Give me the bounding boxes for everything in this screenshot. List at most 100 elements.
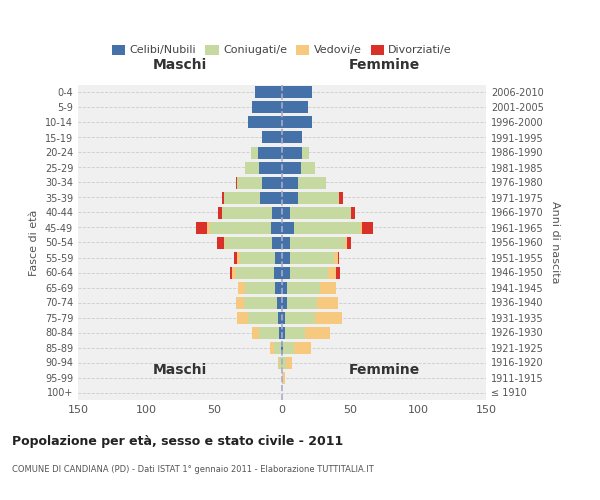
- Bar: [320, 282, 337, 294]
- Bar: [238, 282, 245, 294]
- Bar: [225, 236, 272, 248]
- Bar: [272, 236, 282, 248]
- Bar: [271, 222, 282, 234]
- Bar: [290, 252, 334, 264]
- Bar: [282, 132, 302, 143]
- Bar: [237, 176, 262, 188]
- Bar: [275, 252, 282, 264]
- Bar: [259, 162, 282, 173]
- Bar: [282, 102, 308, 114]
- Bar: [217, 236, 224, 248]
- Bar: [282, 222, 294, 234]
- Bar: [218, 206, 222, 218]
- Bar: [235, 252, 237, 264]
- Bar: [236, 296, 244, 308]
- Bar: [237, 312, 248, 324]
- Text: COMUNE DI CANDIANA (PD) - Dati ISTAT 1° gennaio 2011 - Elaborazione TUTTITALIA.I: COMUNE DI CANDIANA (PD) - Dati ISTAT 1° …: [12, 465, 374, 474]
- Bar: [245, 162, 259, 173]
- Bar: [251, 146, 257, 158]
- Text: Maschi: Maschi: [153, 363, 207, 377]
- Bar: [272, 206, 282, 218]
- Bar: [275, 282, 282, 294]
- Bar: [282, 162, 301, 173]
- Bar: [282, 206, 290, 218]
- Bar: [338, 252, 339, 264]
- Bar: [352, 206, 355, 218]
- Bar: [290, 206, 352, 218]
- Text: Maschi: Maschi: [153, 58, 207, 72]
- Bar: [245, 282, 275, 294]
- Bar: [262, 132, 282, 143]
- Bar: [236, 266, 274, 278]
- Bar: [240, 252, 275, 264]
- Bar: [224, 236, 225, 248]
- Y-axis label: Fasce di età: Fasce di età: [29, 210, 39, 276]
- Bar: [337, 266, 340, 278]
- Bar: [317, 296, 338, 308]
- Bar: [282, 296, 287, 308]
- Bar: [279, 326, 282, 338]
- Text: Femmine: Femmine: [349, 363, 419, 377]
- Bar: [286, 356, 292, 368]
- Bar: [339, 192, 343, 203]
- Bar: [287, 282, 320, 294]
- Bar: [282, 342, 283, 353]
- Bar: [207, 222, 210, 234]
- Bar: [262, 176, 282, 188]
- Bar: [283, 372, 285, 384]
- Bar: [278, 356, 279, 368]
- Bar: [282, 282, 287, 294]
- Bar: [298, 192, 339, 203]
- Bar: [344, 236, 347, 248]
- Bar: [282, 326, 285, 338]
- Bar: [222, 206, 272, 218]
- Bar: [290, 236, 344, 248]
- Bar: [290, 266, 328, 278]
- Legend: Celibi/Nubili, Coniugati/e, Vedovi/e, Divorziati/e: Celibi/Nubili, Coniugati/e, Vedovi/e, Di…: [107, 40, 457, 60]
- Bar: [298, 176, 326, 188]
- Bar: [257, 146, 282, 158]
- Text: Femmine: Femmine: [349, 58, 419, 72]
- Bar: [347, 236, 352, 248]
- Bar: [328, 266, 337, 278]
- Bar: [282, 192, 298, 203]
- Bar: [232, 266, 236, 278]
- Bar: [237, 252, 240, 264]
- Bar: [252, 326, 259, 338]
- Bar: [236, 176, 237, 188]
- Bar: [270, 342, 274, 353]
- Bar: [282, 372, 283, 384]
- Bar: [274, 342, 281, 353]
- Bar: [282, 266, 290, 278]
- Bar: [282, 236, 290, 248]
- Bar: [362, 222, 373, 234]
- Bar: [359, 222, 362, 234]
- Bar: [334, 252, 338, 264]
- Bar: [244, 296, 277, 308]
- Bar: [248, 116, 282, 128]
- Y-axis label: Anni di nascita: Anni di nascita: [550, 201, 560, 284]
- Bar: [277, 296, 282, 308]
- Bar: [279, 356, 282, 368]
- Bar: [285, 312, 314, 324]
- Text: Popolazione per età, sesso e stato civile - 2011: Popolazione per età, sesso e stato civil…: [12, 435, 343, 448]
- Bar: [222, 192, 224, 203]
- Bar: [281, 342, 282, 353]
- Bar: [305, 326, 329, 338]
- Bar: [274, 266, 282, 278]
- Bar: [282, 252, 290, 264]
- Bar: [282, 116, 312, 128]
- Bar: [259, 326, 279, 338]
- Bar: [282, 312, 285, 324]
- Bar: [282, 146, 302, 158]
- Bar: [196, 222, 207, 234]
- Bar: [282, 86, 312, 99]
- Bar: [255, 86, 282, 99]
- Bar: [287, 296, 317, 308]
- Bar: [294, 222, 359, 234]
- Bar: [301, 162, 314, 173]
- Bar: [314, 312, 342, 324]
- Bar: [283, 342, 294, 353]
- Bar: [210, 222, 271, 234]
- Bar: [230, 266, 232, 278]
